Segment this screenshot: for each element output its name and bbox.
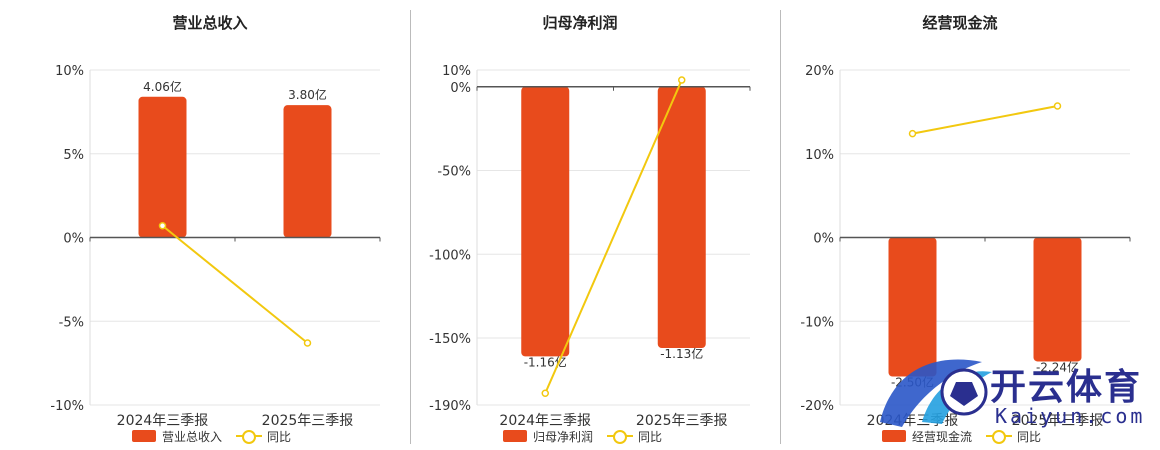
y-tick-label: -150% [429, 332, 471, 347]
line-series [161, 224, 309, 344]
y-tick-label: 0% [450, 81, 471, 96]
line-series [544, 79, 683, 394]
legend-bar-label: 营业总收入 [162, 429, 223, 444]
bar-data-label: 3.80亿 [288, 87, 327, 102]
line-point [158, 222, 167, 230]
y-tick-label: 0% [63, 232, 84, 247]
y-tick-label: 10% [805, 148, 834, 163]
y-tick-label: -190% [429, 399, 471, 414]
legend-line-label: 同比 [1017, 429, 1042, 444]
bar [138, 96, 187, 238]
panel-title-net-profit: 归母净利润 [542, 14, 618, 32]
y-tick-label: -5% [59, 315, 84, 330]
y-tick-label: 10% [55, 64, 84, 79]
bar [521, 86, 570, 357]
legend-net-profit[interactable]: 归母净利润 同比 [503, 428, 662, 444]
y-tick-label: 0% [813, 232, 834, 247]
panel-title-revenue: 营业总收入 [172, 14, 248, 32]
y-tick-label: -10% [800, 315, 834, 330]
y-tick-label: -20% [800, 399, 834, 414]
x-tick-label: 2024年三季报 [499, 413, 591, 429]
line-series [912, 105, 1058, 135]
legend-cash-flow[interactable]: 经营现金流 同比 [882, 428, 1041, 444]
legend-bar-label: 归母净利润 [533, 429, 594, 444]
panel-title-cash-flow: 经营现金流 [922, 14, 998, 32]
y-tick-label: 5% [63, 148, 84, 163]
legend-line-label: 同比 [638, 429, 663, 444]
x-tick-label: 2024年三季报 [117, 413, 209, 429]
watermark-text: 开云体育 [990, 367, 1143, 408]
legend-line-swatch [607, 430, 634, 444]
legend-line-swatch [236, 430, 263, 444]
y-tick-label: 20% [805, 64, 834, 79]
line-point [678, 76, 686, 84]
x-tick-label: 2025年三季报 [636, 413, 728, 429]
watermark-subtext: Kaiyun.com [995, 404, 1146, 428]
legend-bar-label: 经营现金流 [912, 429, 973, 444]
x-tick-label: 2025年三季报 [262, 413, 354, 429]
bar [888, 237, 937, 377]
bar [283, 105, 332, 238]
bar [657, 86, 706, 349]
legend-revenue[interactable]: 营业总收入 同比 [132, 428, 291, 444]
y-tick-label: -50% [437, 165, 471, 180]
line-point [1053, 102, 1062, 110]
panel-divider [410, 10, 411, 444]
y-tick-label: -100% [429, 248, 471, 263]
bar-data-label: -1.13亿 [660, 346, 703, 361]
y-tick-label: -10% [50, 399, 84, 414]
legend-bar-swatch [132, 430, 156, 442]
bar-data-label: 4.06亿 [143, 79, 182, 94]
bar-data-label: -1.16亿 [524, 354, 567, 369]
line-point [908, 129, 917, 138]
legend-bar-swatch [882, 430, 906, 442]
x-tick-label: 2025年三季报 [1012, 413, 1104, 429]
legend-line-swatch [986, 430, 1013, 444]
bar [1033, 237, 1082, 362]
panel-divider [780, 10, 781, 444]
y-tick-label: 10% [442, 64, 471, 79]
line-point [303, 339, 312, 347]
line-point [541, 389, 549, 398]
legend-line-label: 同比 [267, 429, 292, 444]
watermark-logo [880, 359, 992, 427]
legend-bar-swatch [503, 430, 527, 442]
bar-data-label: -2.24亿 [1036, 359, 1079, 374]
